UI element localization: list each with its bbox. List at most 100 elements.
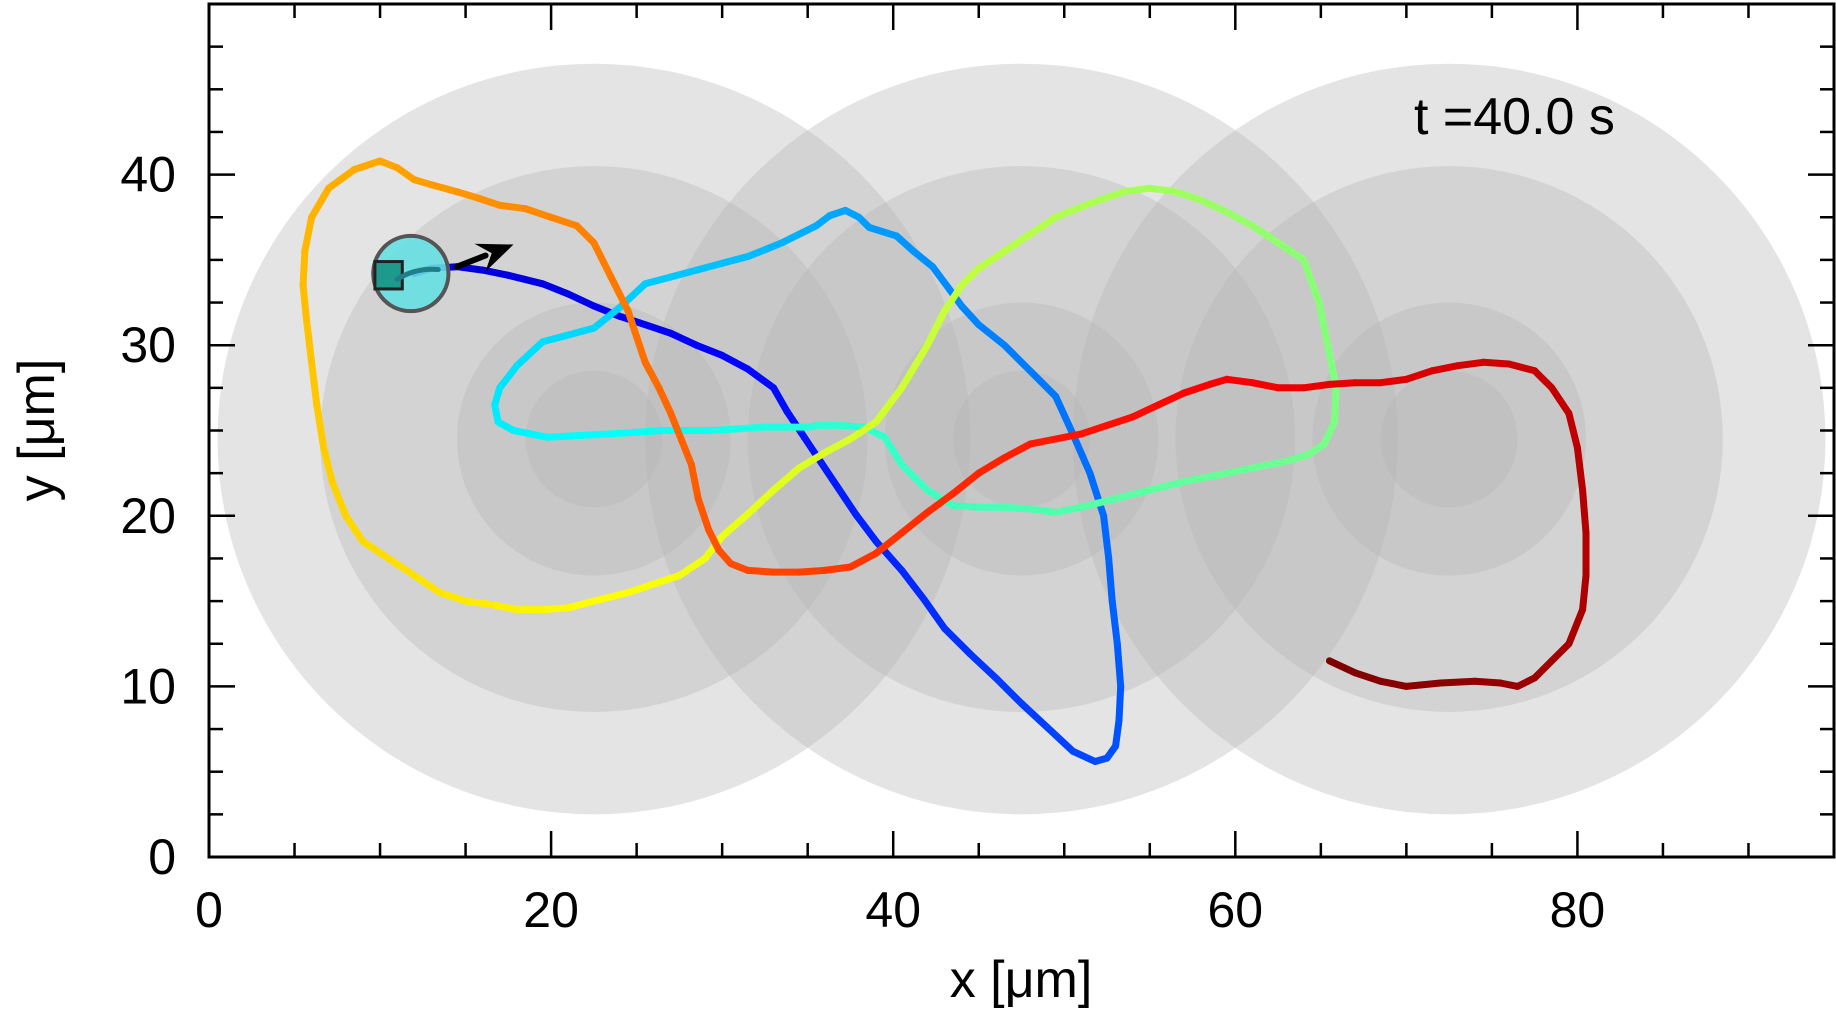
trajectory-segment xyxy=(846,549,880,571)
trajectory-segment xyxy=(544,432,581,441)
trajectory-segment xyxy=(1320,418,1338,448)
trajectory-segment xyxy=(1120,184,1154,196)
trajectory-segment xyxy=(539,331,572,346)
trajectory-segment xyxy=(881,433,906,469)
trajectory-segment xyxy=(513,338,547,370)
cell-trajectory xyxy=(299,157,1590,765)
trajectory-segment xyxy=(1197,196,1231,216)
trajectory-segment xyxy=(852,510,880,545)
trajectory-segment xyxy=(1471,677,1504,687)
trajectory-segment xyxy=(1069,430,1094,477)
trajectory-segment xyxy=(1180,380,1214,397)
trajectory-segment xyxy=(641,321,675,337)
trajectory-segment xyxy=(923,486,957,510)
trajectory-segment xyxy=(624,580,658,597)
trajectory-segment xyxy=(328,478,350,520)
obstacle-right-ring-2 xyxy=(1312,302,1586,576)
y-axis-label: y [μm] xyxy=(8,359,66,502)
trajectory-segment xyxy=(453,188,483,202)
trajectory-segment xyxy=(1171,188,1205,204)
trajectory-segment xyxy=(1018,700,1051,731)
trajectory-segment xyxy=(436,589,470,605)
trajectory-segment xyxy=(1248,457,1291,472)
trajectory-segment xyxy=(1248,222,1282,247)
trajectory-segment xyxy=(1146,184,1179,196)
trajectory-segment xyxy=(1579,486,1590,537)
y-tick-label: 20 xyxy=(120,488,176,544)
trajectory-segment xyxy=(744,566,777,576)
trajectory-segment xyxy=(521,205,555,221)
trajectory-segment xyxy=(898,508,931,537)
trajectory-segment xyxy=(607,273,632,315)
trajectory-segment xyxy=(313,401,328,452)
trajectory-segment xyxy=(846,418,880,443)
trajectory-segment xyxy=(1043,723,1077,755)
obstacle-left-ring-2 xyxy=(457,302,731,576)
trajectory-segment xyxy=(835,485,860,518)
trajectory-segment xyxy=(427,181,461,196)
trajectory-segment xyxy=(1086,188,1128,208)
obstacle-left-ring-1 xyxy=(320,166,868,712)
trajectory-segment xyxy=(1000,503,1034,513)
trajectory-segment xyxy=(975,321,1008,349)
trajectory-segment xyxy=(1579,572,1590,614)
trajectory-segment xyxy=(303,316,316,366)
trajectory-segment xyxy=(1052,503,1085,516)
trajectory-segment xyxy=(1315,299,1332,349)
trajectory-segment xyxy=(475,195,504,209)
trajectory-segment xyxy=(677,435,695,469)
trajectory-segment xyxy=(607,428,641,438)
trajectory-segment xyxy=(910,247,937,271)
trajectory-segment xyxy=(1108,597,1121,648)
trajectory-segment xyxy=(865,224,901,240)
obstacle-zones xyxy=(217,63,1826,815)
trajectory-segment xyxy=(1077,421,1111,438)
trajectory-segment xyxy=(320,444,336,486)
obstacle-right-ring-3 xyxy=(1380,370,1518,508)
start-marker xyxy=(373,260,404,291)
trajectory-segment xyxy=(744,486,777,518)
trajectory-segment xyxy=(1573,444,1587,494)
trajectory-segment xyxy=(966,650,1000,682)
trajectory-segment xyxy=(1146,478,1188,494)
trajectory-segment xyxy=(1437,677,1479,687)
trajectory-segment xyxy=(1052,200,1094,221)
trajectory-segment xyxy=(479,266,512,279)
trajectory-segment xyxy=(539,604,572,614)
y-tick-label: 10 xyxy=(120,658,176,714)
trajectory-segment xyxy=(1100,512,1113,562)
trajectory-segment xyxy=(1026,435,1060,448)
trajectory-segment xyxy=(359,537,393,562)
trajectory-segment xyxy=(1548,384,1573,417)
trajectory-segment xyxy=(718,351,752,373)
trajectory-segment xyxy=(385,555,418,579)
trajectory-segment xyxy=(1479,358,1513,368)
trajectory-segment xyxy=(694,495,712,533)
trajectory-segment xyxy=(539,280,572,298)
trajectory-segment xyxy=(898,341,931,392)
trajectory-segment xyxy=(975,247,1008,272)
trajectory-segment xyxy=(923,490,957,516)
trajectory-segment xyxy=(1248,379,1282,392)
trajectory-segment xyxy=(624,307,641,341)
x-tick-label: 20 xyxy=(523,882,579,938)
trajectory-segment xyxy=(410,572,444,597)
obstacle-middle-ring-1 xyxy=(747,166,1296,712)
trajectory-segment xyxy=(872,384,906,426)
trajectory-segment xyxy=(949,502,983,511)
x-tick-label: 0 xyxy=(195,882,223,938)
trajectory-segment xyxy=(1454,358,1487,370)
trajectory-segment xyxy=(1069,747,1099,765)
trajectory-segment xyxy=(744,365,777,392)
trajectory-segment xyxy=(641,273,675,288)
trajectory-segment xyxy=(462,597,495,608)
trajectory-segment xyxy=(308,358,321,409)
trajectory-segment xyxy=(1300,256,1323,306)
trajectory-segment xyxy=(718,253,752,267)
trajectory-segment xyxy=(487,601,521,614)
trajectory-segment xyxy=(641,358,663,392)
trajectory-segment xyxy=(350,157,384,173)
time-annotation: t =40.0 s xyxy=(1414,88,1615,146)
trajectory-segment xyxy=(1325,379,1359,388)
